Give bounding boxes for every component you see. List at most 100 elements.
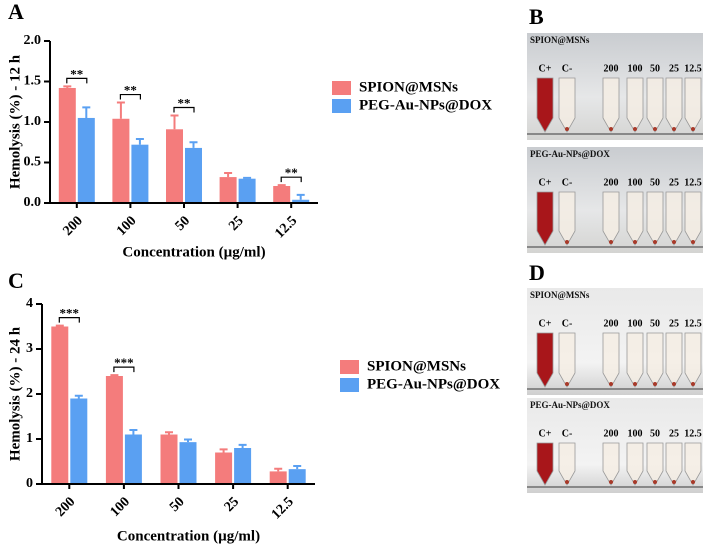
error-bar [110,374,119,377]
significance-bracket [66,77,88,84]
tube-label: C+ [539,428,552,439]
tube-label: C- [562,177,573,188]
tube-label: 50 [650,318,660,329]
tube [646,77,664,133]
pellet [672,480,676,484]
tube-label: 100 [628,318,643,329]
pellet [609,480,613,484]
pellet [653,480,657,484]
x-tick-label: 50 [173,213,194,234]
tube [536,77,554,133]
pellet [633,382,637,386]
bar [166,129,183,203]
pellet [672,382,676,386]
tube-label: C- [562,63,573,74]
bar [238,178,256,203]
photo-caption: PEG-Au-NPs@DOX [530,400,610,410]
error-bar [74,394,83,399]
pellet [691,480,695,484]
error-bar [238,443,247,448]
photo-caption: SPION@MSNs [530,35,590,45]
pellet [609,382,613,386]
tube-label: 50 [650,428,660,439]
tube [536,442,554,486]
pellet [653,382,657,386]
tube-label: 100 [628,177,643,188]
significance-label: *** [114,355,134,370]
error-bar [277,184,286,187]
tube-label: 100 [628,63,643,74]
x-axis-title: Concentration (µg/ml) [117,528,260,544]
pellet [672,240,676,244]
pellet [653,240,657,244]
significance-label: ** [124,83,137,98]
bar [70,398,88,484]
error-bar [63,85,72,88]
tube-label: 50 [650,63,660,74]
tube [536,191,554,246]
tube [684,332,702,388]
significance-label: ** [178,96,191,111]
panel-letter: D [529,260,545,285]
bar [219,177,237,203]
bar [185,147,202,203]
y-tick-label: 4 [26,296,33,311]
y-tick-label: 3 [26,341,33,356]
x-tick-label: 12.5 [272,213,300,241]
tube [558,191,576,246]
pellet [633,127,637,131]
bar [51,326,69,484]
legend-swatch [332,99,351,113]
tube-label: 12.5 [684,428,702,439]
tube [602,77,620,133]
x-tick-label: 12.5 [269,494,297,522]
pellet [565,240,569,244]
pellet [609,240,613,244]
tube-label: 100 [628,428,643,439]
tube-label: 200 [604,318,619,329]
legend-label: PEG-Au-NPs@DOX [359,97,492,113]
legend-label: SPION@MSNs [367,358,466,374]
legend-label: PEG-Au-NPs@DOX [367,376,500,392]
tube [626,442,644,486]
tube-label: C+ [539,177,552,188]
tube-label: 12.5 [684,318,702,329]
bar [215,452,233,484]
bar [179,442,197,484]
tube [602,191,620,246]
tube-label: C+ [539,63,552,74]
pellet [565,127,569,131]
bar [273,185,291,203]
significance-label: *** [60,306,80,321]
error-bar [135,138,144,145]
y-tick-label: 1.5 [24,74,42,89]
bar [131,144,149,203]
legend-swatch [340,378,359,392]
tube [558,442,576,486]
photo-caption: PEG-Au-NPs@DOX [530,149,610,159]
bar [288,469,306,484]
bar [234,448,252,484]
x-tick-label: 50 [167,494,188,515]
significance-label: ** [285,165,298,180]
error-bar [219,448,228,453]
tube [558,332,576,388]
tube [536,332,554,388]
tube [665,442,683,486]
tube-label: 200 [604,63,619,74]
legend-label: SPION@MSNs [359,79,458,95]
error-bar [224,172,233,178]
significance-bracket [280,176,302,183]
axes [49,41,318,204]
tube-label: C+ [539,318,552,329]
error-bar [189,141,198,148]
tube-label: 50 [650,177,660,188]
error-bar [116,101,125,119]
axes [41,304,315,485]
significance-label: ** [70,66,83,81]
error-bar [293,465,302,470]
pellet [565,382,569,386]
y-tick-label: 1 [26,431,33,446]
x-tick-label: 200 [60,213,85,238]
y-axis-title: Hemolysis (%) - 12 h [7,54,23,189]
